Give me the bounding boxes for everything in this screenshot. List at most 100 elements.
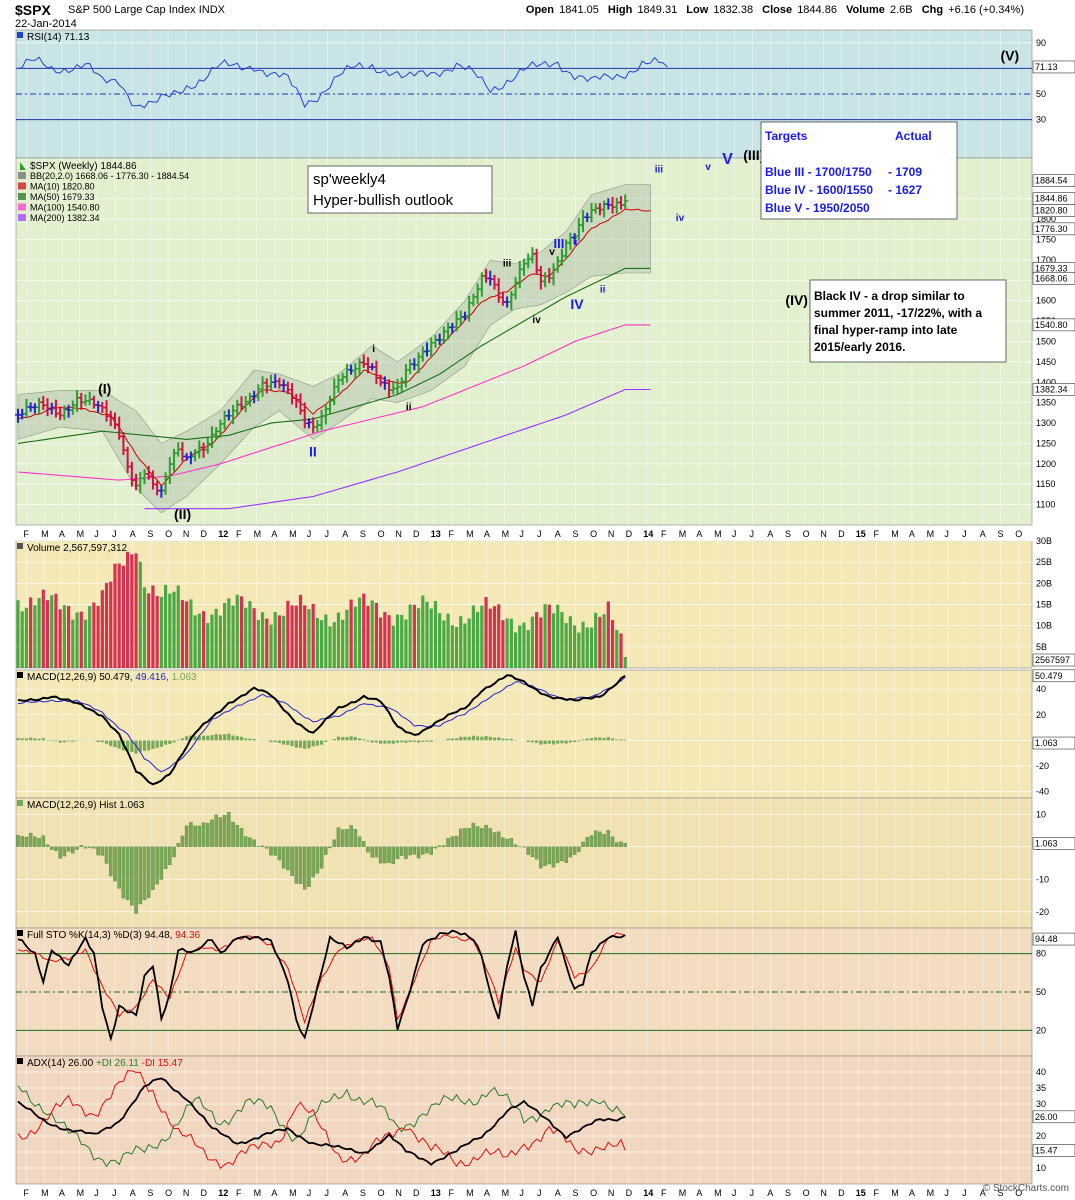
volume-bar (324, 614, 328, 668)
price-tick-label: 1200 (1036, 459, 1056, 469)
wave-label: i (575, 238, 578, 249)
macd-hist-bar (62, 740, 66, 743)
volume-bar (176, 585, 180, 668)
macd-hist-bar (315, 740, 319, 746)
histogram-bar (560, 846, 564, 862)
x-axis-label: N (395, 529, 402, 539)
volume-bar (218, 615, 222, 668)
wave-label: V (722, 151, 733, 168)
macd-hist-bar (594, 737, 598, 741)
wave-label: (IV) (785, 292, 808, 308)
volume-tick-label: 20B (1036, 578, 1052, 588)
volume-bar (353, 606, 357, 668)
histogram-bar (332, 839, 336, 847)
histogram-bar (564, 846, 568, 863)
histogram-bar (442, 845, 446, 847)
volume-bar (223, 603, 227, 668)
volume-bar (438, 613, 442, 668)
histogram-bar (75, 846, 79, 850)
volume-bar (290, 605, 294, 668)
macd-value-tag: 50.479 (1035, 671, 1063, 681)
volume-bar (260, 612, 265, 668)
wave-label: v (549, 247, 555, 258)
x-axis-label: A (696, 1188, 702, 1198)
price-tick-label: 1800 (1036, 214, 1056, 224)
macd-hist-bar (172, 740, 176, 743)
histogram-bar (577, 846, 581, 852)
volume-bar (298, 594, 303, 668)
macd-hist-bar (252, 738, 256, 741)
macd-hist-bar (408, 740, 412, 743)
price-value-tag-box (1032, 318, 1075, 332)
x-axis-label: A (555, 1188, 561, 1198)
sto-k-line (17, 929, 626, 1042)
macd-hist-bar (492, 737, 497, 741)
histogram-bar (83, 846, 88, 849)
x-axis-label: J (519, 1188, 524, 1198)
macd-hist-bar (113, 740, 117, 748)
macd-hist-bar (33, 738, 37, 741)
macd-hist-bar (126, 740, 130, 751)
histogram-bar (534, 846, 539, 860)
x-axis-label: M (679, 529, 687, 539)
macd-value-tag-box (1032, 736, 1075, 750)
histogram-bar (79, 845, 84, 847)
x-axis-label: O (590, 1188, 597, 1198)
volume-bar (282, 615, 286, 668)
histogram-bar (134, 846, 138, 914)
x-axis-label: M (714, 529, 722, 539)
x-axis-label: F (448, 529, 454, 539)
bollinger-band (17, 184, 651, 514)
black-iv-note-box (809, 279, 1007, 363)
macd-hist-bar (463, 736, 467, 741)
histogram-bar (201, 822, 206, 847)
macd-hist-bar (602, 737, 606, 741)
histogram-bar (138, 846, 143, 905)
price-tick-label: 1100 (1036, 500, 1055, 510)
volume-bar (564, 623, 568, 668)
x-axis-label: O (165, 1188, 172, 1198)
volume-bar (349, 599, 353, 668)
macd-hist-bar (176, 739, 180, 741)
volume-bar (522, 622, 526, 668)
macd_hist-tick-label: 10 (1036, 809, 1046, 819)
histogram-bar (370, 846, 374, 858)
legend-entry: MA(10) 1820.80 (30, 182, 95, 192)
histogram-bar (488, 828, 493, 847)
minus-di-line (17, 1070, 626, 1170)
macd-hist-bar (598, 737, 602, 741)
price-value-tag: 1844.86 (1035, 194, 1068, 204)
price-tick-label: 1600 (1036, 296, 1056, 306)
x-axis-label: A (342, 1188, 348, 1198)
histogram-bar (159, 846, 164, 880)
macd-hist-bar (54, 740, 58, 742)
price-tick-label: 1150 (1036, 479, 1055, 489)
adx-legend-swatch (17, 1058, 23, 1064)
macd-signal-line (17, 676, 626, 773)
histogram-bar (458, 828, 463, 847)
volume-bar (568, 616, 572, 668)
volume-bar (185, 601, 189, 668)
histogram-bar (20, 836, 24, 847)
x-axis-label: A (271, 529, 277, 539)
macd-hist-bar (387, 740, 391, 744)
histogram-bar (366, 846, 370, 853)
macd-hist-bar (282, 740, 286, 745)
macd-hist-bar (290, 740, 294, 747)
volume-bar (463, 623, 467, 668)
volume-bar (488, 608, 492, 668)
macd-hist-bar (336, 736, 341, 741)
histogram-bar (399, 846, 404, 856)
macd-hist-bar (556, 740, 560, 744)
x-axis-label: A (59, 529, 65, 539)
macd-hist-bar (497, 737, 501, 741)
macd-hist-bar (610, 738, 615, 741)
macd-hist-bar (539, 740, 543, 745)
volume-bar (58, 609, 62, 668)
volume-bar (172, 591, 176, 668)
macd-hist-title: MACD(12,26,9) Hist 1.063 (27, 800, 145, 811)
macd-hist-bar (244, 738, 248, 741)
volume-bar (556, 604, 560, 668)
x-axis-label: J (537, 1188, 542, 1198)
volume-bar (484, 597, 488, 668)
